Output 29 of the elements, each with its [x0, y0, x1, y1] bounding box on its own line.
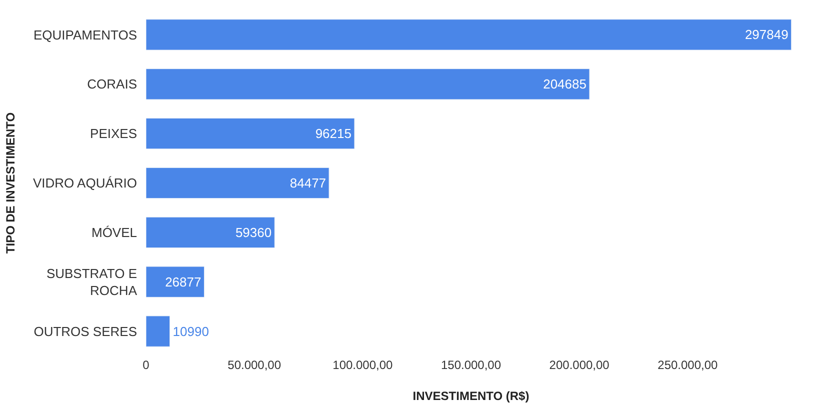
bar: [146, 216, 275, 248]
x-tick-label: 0: [142, 358, 150, 372]
bar: [146, 316, 170, 347]
y-tick-label: PEIXES: [90, 126, 138, 142]
y-tick-label: EQUIPAMENTOS: [33, 27, 138, 42]
data-label: 10990: [172, 324, 209, 339]
data-label: 59360: [235, 224, 272, 240]
bar: [146, 68, 590, 100]
data-label: 96215: [315, 126, 352, 142]
x-tick-label: 200.000,00: [549, 358, 610, 372]
y-tick-label: VIDRO AQUÁRIO: [32, 176, 137, 191]
y-tick-label: OUTROS SERES: [34, 324, 138, 339]
y-tick-label: SUBSTRATO E ROCHA: [46, 266, 138, 298]
data-label: 297849: [744, 27, 788, 42]
bar: [146, 167, 330, 199]
x-axis-title: INVESTIMENTO (R$): [412, 388, 530, 403]
y-tick-label: MÓVEL: [91, 224, 137, 240]
y-tick-label: CORAIS: [87, 76, 138, 92]
bar: [146, 19, 792, 50]
x-tick-label: 150.000,00: [440, 358, 502, 372]
y-axis-title: TIPO DE INVESTIMENTO: [3, 112, 18, 254]
x-tick-label: 250.000,00: [658, 358, 718, 372]
bar: [146, 266, 204, 298]
bar: [146, 118, 355, 150]
data-label: 26877: [165, 274, 202, 290]
x-tick-label: 100.000,00: [332, 358, 394, 372]
x-tick-label: 50.000,00: [228, 358, 282, 372]
data-label: 84477: [290, 176, 326, 190]
data-label: 204685: [543, 76, 586, 92]
